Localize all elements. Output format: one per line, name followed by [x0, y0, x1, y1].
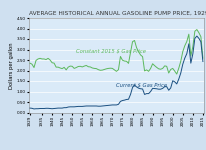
Y-axis label: Dollars per gallon: Dollars per gallon [9, 42, 14, 88]
Text: Current $ Gas Price: Current $ Gas Price [116, 82, 167, 87]
Text: AVERAGE HISTORICAL ANNUAL GASOLINE PUMP PRICE, 1929-2015: AVERAGE HISTORICAL ANNUAL GASOLINE PUMP … [29, 11, 206, 16]
Text: Constant 2015 $ Gas Price: Constant 2015 $ Gas Price [76, 48, 145, 53]
